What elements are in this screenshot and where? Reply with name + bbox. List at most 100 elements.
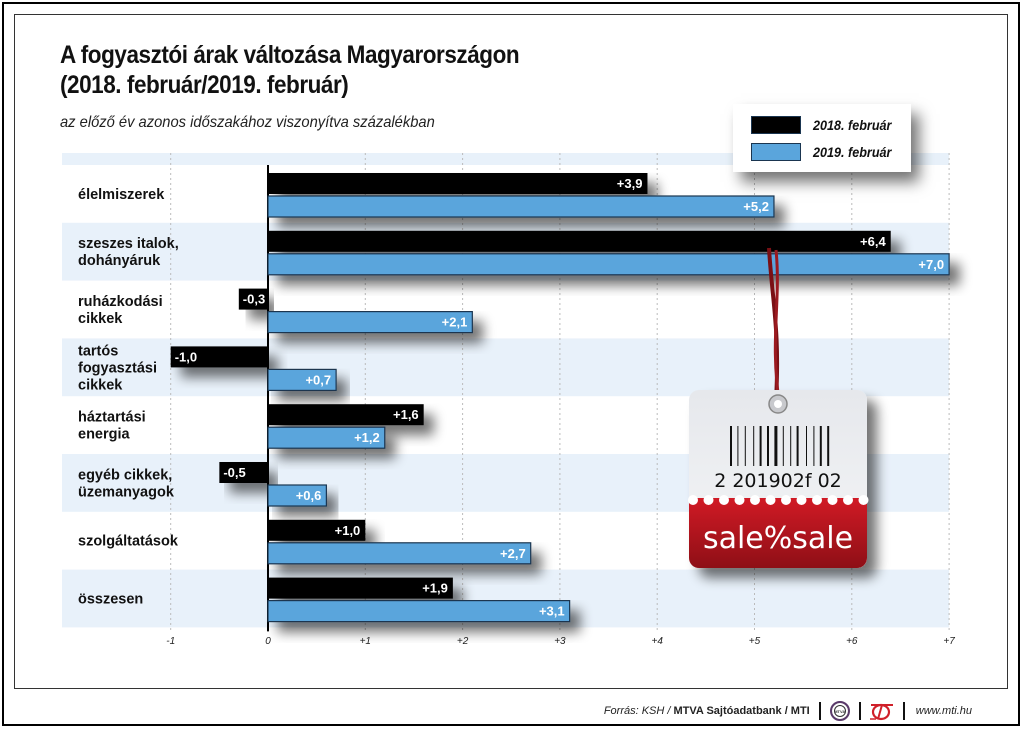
barcode-bar xyxy=(806,426,807,466)
barcode-bar xyxy=(753,426,755,466)
perforation-dot xyxy=(719,495,729,505)
bar-group xyxy=(268,230,891,252)
bar-group xyxy=(267,253,950,276)
bar-group xyxy=(238,288,268,310)
barcode-bar xyxy=(782,426,784,466)
category-label: szolgáltatások xyxy=(78,534,179,550)
bar-2019 xyxy=(267,311,473,334)
value-label-2018: +1,0 xyxy=(335,523,361,538)
category-label: ruházkodási xyxy=(78,294,163,310)
tag-string-2 xyxy=(773,249,781,401)
category-label: tartós xyxy=(78,343,118,359)
barcode-bar xyxy=(744,426,746,466)
bar-group xyxy=(267,195,775,218)
perforation-dot xyxy=(734,495,745,505)
category-label: fogyasztási xyxy=(78,360,157,376)
mti-website-link[interactable]: www.mti.hu xyxy=(915,705,972,717)
footer-divider xyxy=(818,702,821,720)
value-label-2019: +1,2 xyxy=(354,430,380,445)
title-line-2: (2018. február/2019. február) xyxy=(60,71,349,99)
perforation-dot xyxy=(827,495,838,505)
header-band xyxy=(62,153,950,165)
legend-label-2019: 2019. február xyxy=(813,144,892,160)
value-label-2019: +0,7 xyxy=(305,372,331,387)
x-tick-label: 0 xyxy=(265,636,271,647)
barcode-bar xyxy=(774,426,778,466)
value-label-2018: -0,3 xyxy=(243,292,265,307)
category-label: dohányáruk xyxy=(78,253,161,269)
perforation-dot xyxy=(765,495,776,505)
x-tick-label: +3 xyxy=(554,636,566,647)
x-axis-ticks: -1 0 +1 +2 +3 +4 +5 +6 +7 xyxy=(166,636,955,647)
bar-group xyxy=(267,484,327,507)
sale-text: sale%sale xyxy=(703,521,853,556)
x-tick-label: +5 xyxy=(749,636,761,647)
barcode-bar xyxy=(796,426,799,466)
bar-2018 xyxy=(219,462,268,483)
x-tick-label: +6 xyxy=(846,636,858,647)
bar-2019 xyxy=(267,426,386,449)
x-tick-label: +4 xyxy=(651,636,663,647)
value-label-2019: +2,7 xyxy=(500,546,526,561)
legend: 2018. február 2019. február xyxy=(733,104,911,172)
legend-item-2018: 2018. február xyxy=(751,116,900,134)
barcode-icon xyxy=(730,426,830,466)
bar-group xyxy=(268,577,453,599)
mtva-logo-icon: MTVA xyxy=(829,701,850,721)
perforation-dot xyxy=(703,495,714,505)
bar-2019 xyxy=(267,195,775,218)
bar-group xyxy=(268,404,424,426)
chart-title: A fogyasztói árak változása Magyarország… xyxy=(60,40,520,100)
barcode-bar xyxy=(790,426,792,466)
value-label-2018: +3,9 xyxy=(617,176,643,191)
footer: Forrás: KSH / MTVA Sajtóadatbank / MTI M… xyxy=(604,700,972,722)
perforation-dot xyxy=(796,495,807,505)
bar-2019 xyxy=(267,368,337,391)
barcode-bar xyxy=(737,426,739,466)
bars: +3,9 +5,2 +6,4 +7,0 -0,3 +2,1 -1,0 +0,7 +1,6 +1,2… xyxy=(170,173,950,623)
tag-perforation xyxy=(688,495,869,505)
value-label-2018: +1,9 xyxy=(422,581,448,596)
category-label: szeszes italok, xyxy=(78,236,179,252)
x-tick-label: +2 xyxy=(457,636,469,647)
source-prefix: Forrás: KSH / xyxy=(603,705,671,717)
x-tick-label: +1 xyxy=(360,636,371,647)
price-tag-decoration: 2 201902f 02 sale%sale xyxy=(688,247,869,568)
category-label: energia xyxy=(78,427,131,443)
perforation-dot xyxy=(812,495,822,505)
value-label-2018: +6,4 xyxy=(860,234,886,249)
value-label-2018: -0,5 xyxy=(223,465,245,480)
bar-2018 xyxy=(268,230,891,252)
source-agency: MTVA Sajtóadatbank / MTI xyxy=(673,705,810,717)
perforation-dot xyxy=(688,495,698,505)
legend-item-2019: 2019. február xyxy=(751,143,900,161)
bar-group xyxy=(267,368,337,391)
title-line-1: A fogyasztói árak változása Magyarország… xyxy=(60,41,520,69)
bar-2019 xyxy=(267,253,950,276)
barcode-number: 2 201902f 02 xyxy=(714,470,842,492)
legend-swatch-2019 xyxy=(751,143,801,161)
bar-group xyxy=(268,519,366,541)
bar-2018 xyxy=(268,404,424,426)
barcode-bar xyxy=(827,426,830,466)
bar-group xyxy=(267,542,532,565)
barcode-bar xyxy=(759,426,762,466)
bar-2019 xyxy=(267,484,327,507)
perforation-dot xyxy=(781,495,791,505)
x-tick-label: -1 xyxy=(166,636,175,647)
legend-swatch-2018 xyxy=(751,116,801,134)
value-label-2019: +0,6 xyxy=(296,488,322,503)
barcode-bar xyxy=(819,426,822,466)
tag-eyelet-hole xyxy=(774,400,782,408)
bar-group xyxy=(267,311,473,334)
category-label: összesen xyxy=(78,592,143,608)
perforation-dot xyxy=(750,495,760,505)
category-labels: élelmiszerek szeszes italok,dohányáruk ruh… xyxy=(78,187,179,608)
footer-divider xyxy=(902,702,905,720)
category-label: cikkek xyxy=(78,377,123,393)
perforation-dot xyxy=(858,495,869,505)
bar-2019 xyxy=(267,542,532,565)
bar-group xyxy=(219,462,268,483)
